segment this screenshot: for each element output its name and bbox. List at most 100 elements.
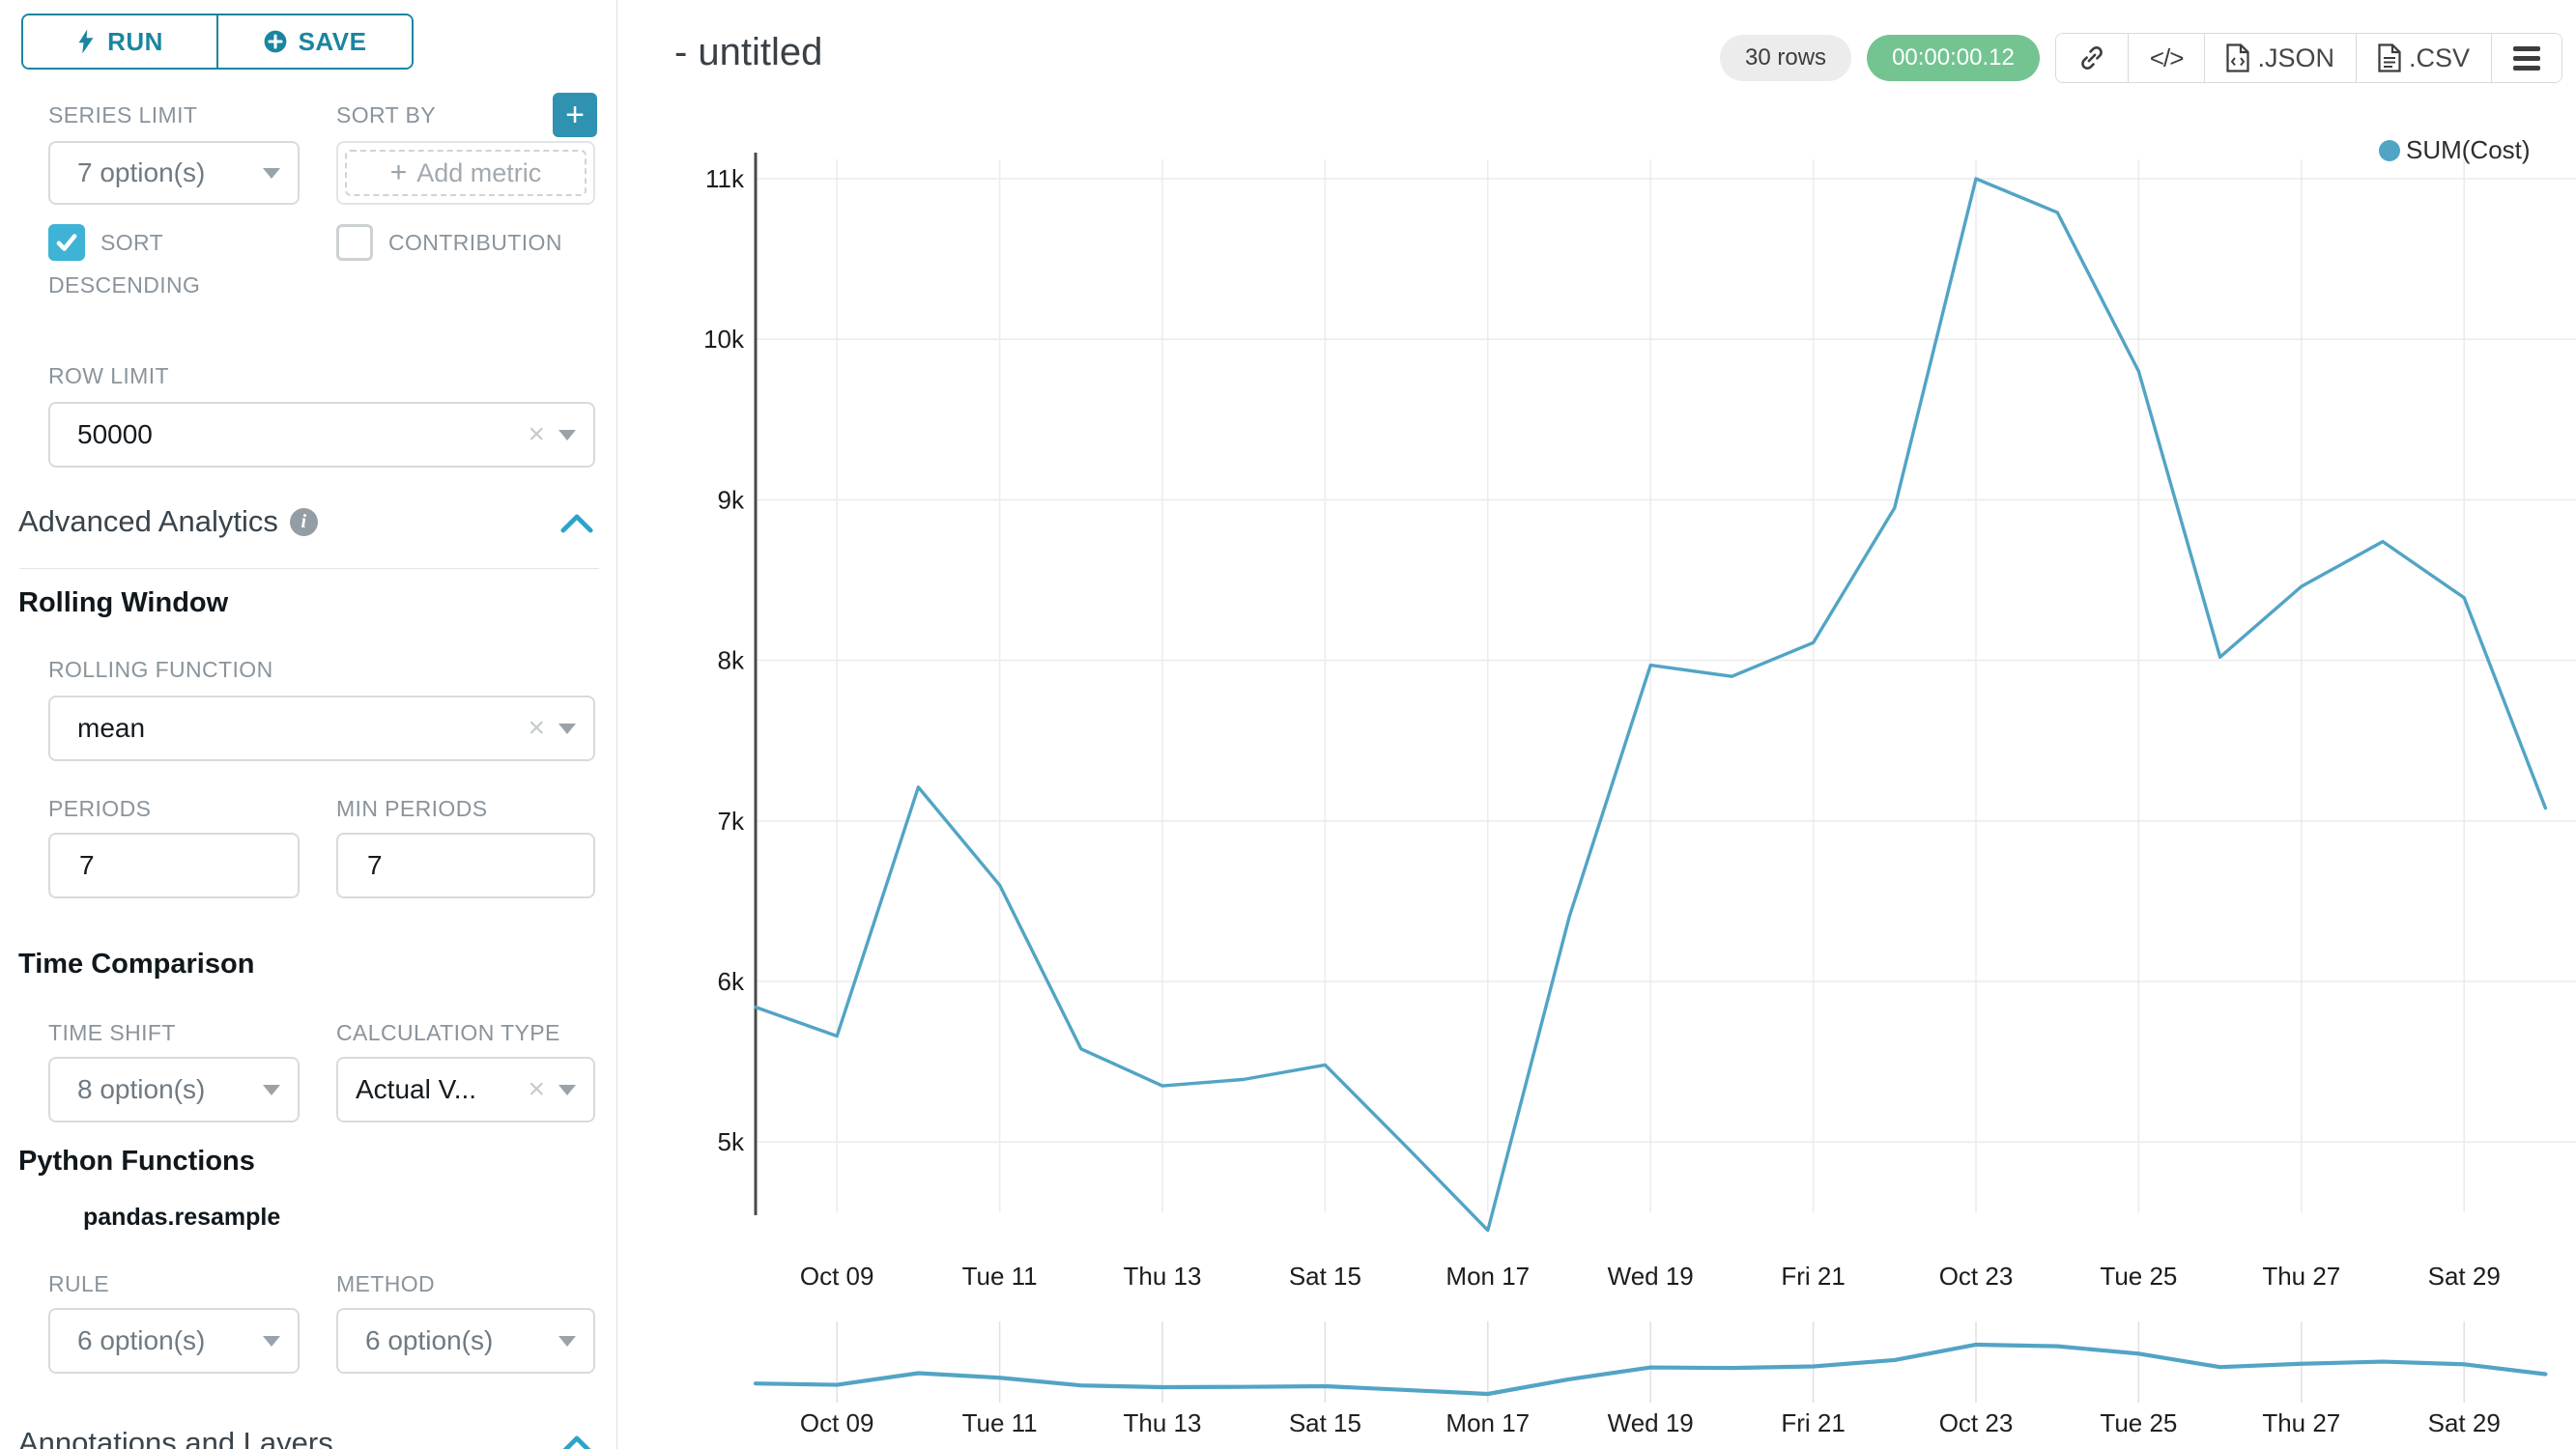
- contribution-label: CONTRIBUTION: [388, 230, 562, 255]
- run-button[interactable]: RUN: [23, 15, 218, 68]
- series-limit-label: SERIES LIMIT: [48, 102, 198, 128]
- save-button[interactable]: SAVE: [218, 15, 412, 68]
- mini-x-axis-tick-label: Thu 13: [1124, 1408, 1202, 1437]
- chevron-down-icon: [558, 429, 576, 440]
- time-comparison-title: Time Comparison: [18, 949, 255, 980]
- rule-value: 6 option(s): [77, 1325, 206, 1355]
- mini-preview-chart[interactable]: Oct 09 Tue 11 Thu 13 Sat 15 Mon 17 Wed 19 Fri …: [676, 1304, 2576, 1449]
- x-axis-tick-label: Thu 13: [1124, 1262, 1202, 1291]
- y-axis-tick-label: 5k: [718, 1127, 745, 1156]
- chevron-down-icon: [263, 1335, 280, 1347]
- row-limit-select[interactable]: 50000 ×: [48, 402, 595, 468]
- clear-icon[interactable]: ×: [528, 712, 545, 744]
- x-axis-tick-label: Wed 19: [1608, 1262, 1694, 1291]
- run-button-label: RUN: [107, 26, 163, 56]
- chevron-down-icon: [558, 1335, 576, 1347]
- mini-x-axis-tick-label: Oct 23: [1939, 1408, 2014, 1437]
- file-text-icon: [2378, 43, 2401, 72]
- series-line: [754, 177, 2548, 1233]
- y-axis-tick-label: 11k: [705, 164, 745, 193]
- export-button-group: </> .JSON .CSV: [2054, 33, 2562, 83]
- series-limit-select[interactable]: 7 option(s): [48, 141, 300, 205]
- row-limit-value: 50000: [77, 419, 153, 449]
- clear-icon[interactable]: ×: [528, 418, 545, 450]
- clear-icon[interactable]: ×: [528, 1073, 545, 1105]
- mini-x-axis-tick-label: Tue 11: [962, 1408, 1038, 1437]
- rule-select[interactable]: 6 option(s): [48, 1308, 300, 1374]
- time-shift-value: 8 option(s): [77, 1074, 206, 1104]
- rolling-window-title: Rolling Window: [18, 587, 229, 618]
- mini-x-axis-tick-label: Sat 15: [1289, 1408, 1361, 1437]
- row-limit-label: ROW LIMIT: [48, 363, 169, 388]
- chart-title[interactable]: - untitled: [674, 31, 823, 73]
- y-axis-tick-label: 9k: [718, 485, 745, 514]
- sort-by-metric-box[interactable]: + Add metric: [336, 141, 595, 205]
- min-periods-label: MIN PERIODS: [336, 796, 488, 821]
- x-axis-tick-label: Sat 15: [1289, 1262, 1361, 1291]
- chevron-up-icon[interactable]: [560, 514, 593, 533]
- menu-button[interactable]: [2491, 34, 2562, 82]
- y-axis-tick-label: 8k: [718, 646, 745, 675]
- x-axis-tick-label: Mon 17: [1445, 1262, 1530, 1291]
- info-icon: i: [289, 507, 318, 536]
- rolling-function-label: ROLLING FUNCTION: [48, 657, 273, 682]
- control-panel: RUN SAVE SERIES LIMIT SORT BY + 7 option…: [0, 0, 617, 1449]
- sort-descending-checkbox[interactable]: [48, 224, 85, 261]
- y-axis-tick-label: 10k: [703, 325, 745, 354]
- sort-descending-label-line2: DESCENDING: [48, 272, 201, 298]
- method-label: METHOD: [336, 1271, 436, 1296]
- rolling-function-select[interactable]: mean ×: [48, 696, 595, 761]
- x-axis-tick-label: Oct 09: [800, 1262, 874, 1291]
- advanced-analytics-header[interactable]: Advanced Analytics i: [18, 504, 318, 539]
- method-value: 6 option(s): [365, 1325, 494, 1355]
- y-axis-tick-label: 7k: [718, 807, 745, 836]
- legend[interactable]: SUM(Cost): [2379, 135, 2531, 165]
- y-axis-tick-label: 6k: [718, 967, 745, 996]
- time-shift-select[interactable]: 8 option(s): [48, 1057, 300, 1122]
- rolling-function-value: mean: [77, 713, 146, 743]
- min-periods-input[interactable]: [336, 833, 595, 898]
- export-csv-label: .CSV: [2408, 43, 2470, 72]
- x-axis-tick-label: Sat 29: [2428, 1262, 2501, 1291]
- add-metric-placeholder: Add metric: [416, 157, 542, 187]
- x-axis-tick-label: Tue 11: [962, 1262, 1038, 1291]
- rule-label: RULE: [48, 1271, 109, 1296]
- method-select[interactable]: 6 option(s): [336, 1308, 595, 1374]
- plus-circle-icon: [264, 30, 286, 53]
- query-timer-badge: 00:00:00.12: [1867, 35, 2040, 81]
- x-axis-tick-label: Thu 27: [2262, 1262, 2340, 1291]
- annotations-layers-header[interactable]: Annotations and Layers: [18, 1426, 333, 1449]
- mini-x-axis-tick-label: Mon 17: [1445, 1408, 1530, 1437]
- lightning-icon: [78, 29, 94, 54]
- add-sort-button[interactable]: +: [553, 93, 597, 137]
- copy-link-button[interactable]: [2055, 34, 2128, 82]
- pandas-resample-label: pandas.resample: [83, 1204, 281, 1231]
- mini-x-axis-tick-label: Oct 09: [800, 1408, 874, 1437]
- plus-icon: +: [389, 156, 408, 188]
- calculation-type-select[interactable]: Actual V... ×: [336, 1057, 595, 1122]
- run-save-button-group: RUN SAVE: [21, 14, 414, 70]
- divider: [19, 568, 599, 569]
- mini-x-axis-tick-label: Sat 29: [2428, 1408, 2501, 1437]
- x-axis-tick-label: Oct 23: [1939, 1262, 2014, 1291]
- chevron-up-icon[interactable]: [560, 1435, 593, 1449]
- export-csv-button[interactable]: .CSV: [2355, 34, 2491, 82]
- row-count-badge: 30 rows: [1720, 35, 1852, 81]
- calculation-type-value: Actual V...: [356, 1074, 477, 1104]
- add-metric-dropzone[interactable]: + Add metric: [345, 150, 587, 196]
- export-json-button[interactable]: .JSON: [2204, 34, 2356, 82]
- chevron-down-icon: [558, 723, 576, 734]
- periods-label: PERIODS: [48, 796, 152, 821]
- contribution-checkbox[interactable]: [336, 224, 373, 261]
- code-icon: </>: [2149, 43, 2185, 72]
- calculation-type-label: CALCULATION TYPE: [336, 1020, 560, 1045]
- main-line-chart[interactable]: 11k 10k 9k 8k 7k 6k 5k Oct 09 Tue 11 Thu 13 Sat 15…: [676, 145, 2576, 1304]
- hamburger-icon: [2513, 45, 2540, 71]
- annotations-layers-title: Annotations and Layers: [18, 1426, 333, 1449]
- mini-x-axis-tick-label: Thu 27: [2262, 1408, 2340, 1437]
- chart-toolbar: 30 rows 00:00:00.12 </> .JSON .CSV: [1720, 33, 2562, 83]
- periods-input[interactable]: [48, 833, 300, 898]
- chevron-down-icon: [558, 1084, 576, 1095]
- embed-code-button[interactable]: </>: [2127, 34, 2205, 82]
